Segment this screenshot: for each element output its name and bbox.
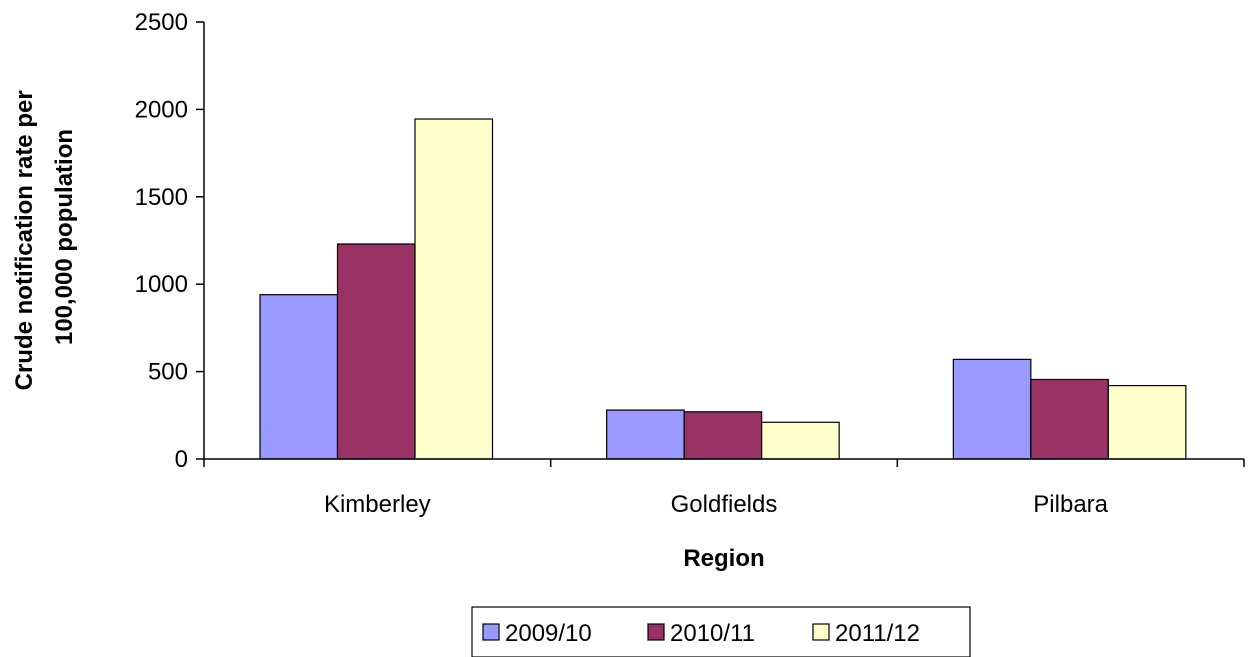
x-tick-label-goldfields: Goldfields <box>671 491 778 518</box>
legend-label-2009-10: 2009/10 <box>505 620 592 647</box>
bar-kimberley-2010-11 <box>336 243 416 460</box>
legend: 2009/10 2010/11 2011/12 <box>471 606 971 657</box>
bar-pilbara-2011-12 <box>1107 384 1187 460</box>
y-tick-label: 1500 <box>135 184 188 211</box>
y-axis-title-line-1: Crude notification rate per <box>11 90 38 390</box>
axes-group <box>203 22 1244 460</box>
y-tick-label: 0 <box>175 446 188 473</box>
legend-swatch-2010-11 <box>647 623 665 641</box>
y-tick-label: 500 <box>148 359 188 386</box>
y-ticks-group: 0 500 1000 1500 2000 2500 <box>135 9 204 473</box>
bar-kimberley-2011-12 <box>414 118 494 460</box>
legend-label-2011-12: 2011/12 <box>835 620 920 647</box>
y-tick-label: 1000 <box>135 271 188 298</box>
x-tick-label-pilbara: Pilbara <box>1033 491 1108 518</box>
bar-goldfields-2009-10 <box>606 409 685 460</box>
y-tick-label: 2000 <box>135 96 188 123</box>
bars-group <box>259 118 1187 460</box>
x-ticks-group: Kimberley Goldfields Pilbara <box>203 459 1245 518</box>
y-axis-title-line-2: 100,000 population <box>51 129 78 345</box>
bar-goldfields-2011-12 <box>761 421 840 460</box>
bar-kimberley-2009-10 <box>259 294 339 460</box>
bar-pilbara-2009-10 <box>952 358 1032 460</box>
bar-goldfields-2010-11 <box>683 411 763 460</box>
legend-label-2010-11: 2010/11 <box>670 620 755 647</box>
x-axis-title: Region <box>683 545 764 572</box>
y-axis-title: Crude notification rate per 100,000 popu… <box>11 84 78 391</box>
x-tick-label-kimberley: Kimberley <box>324 491 431 518</box>
legend-swatch-2011-12 <box>812 623 830 641</box>
legend-swatch-2009-10 <box>482 623 500 641</box>
y-tick-label: 2500 <box>135 9 188 36</box>
legend-box <box>471 606 971 657</box>
bar-pilbara-2010-11 <box>1030 378 1109 460</box>
